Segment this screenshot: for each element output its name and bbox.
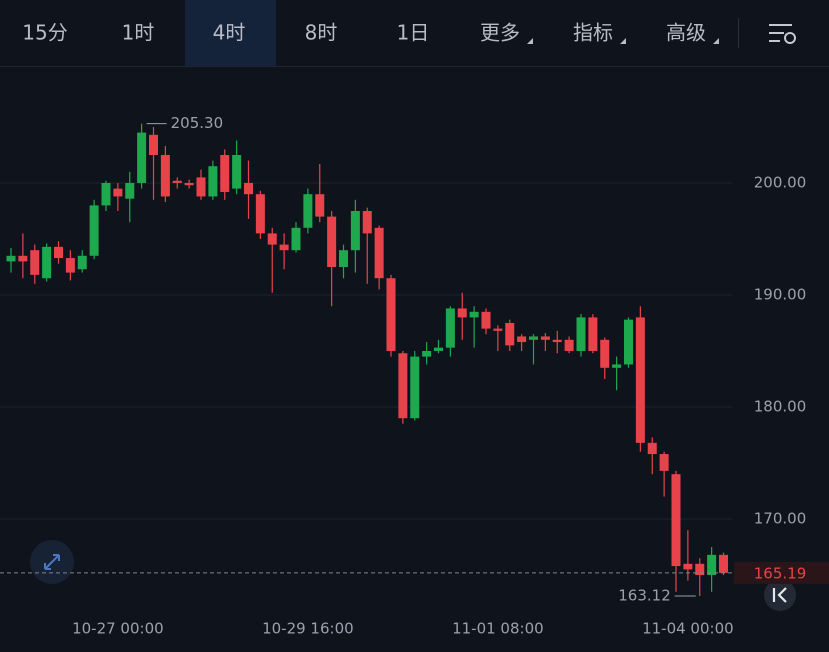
candle-body bbox=[647, 442, 657, 455]
candle-body bbox=[18, 255, 28, 262]
candle-body bbox=[244, 183, 253, 195]
candle-body bbox=[695, 563, 705, 575]
candle-body bbox=[422, 351, 432, 357]
candle-body bbox=[505, 323, 515, 346]
candle-body bbox=[374, 227, 384, 279]
y-tick-label: 170.00 bbox=[754, 510, 807, 528]
candle-body bbox=[30, 250, 40, 275]
candle-body bbox=[493, 328, 503, 331]
dropdown-caret bbox=[527, 38, 533, 44]
candle-body bbox=[184, 183, 194, 186]
candle-body bbox=[65, 258, 75, 273]
candle-body bbox=[208, 166, 218, 197]
x-tick-label: 11-01 08:00 bbox=[452, 620, 544, 638]
candle-body bbox=[172, 180, 182, 183]
candle-body bbox=[196, 177, 206, 197]
x-tick-label: 10-27 00:00 bbox=[72, 620, 164, 638]
candle-body bbox=[635, 317, 645, 443]
candle-body bbox=[160, 155, 170, 197]
toolbar-tab[interactable]: 1日 bbox=[397, 21, 430, 45]
candle-body bbox=[600, 339, 610, 368]
active-tab-bg bbox=[185, 0, 276, 66]
candle-body bbox=[327, 216, 337, 267]
candle-body bbox=[350, 211, 360, 251]
max-label: 205.30 bbox=[171, 114, 224, 132]
last-price-label: 165.19 bbox=[754, 564, 807, 582]
candle-body bbox=[149, 134, 158, 155]
candle-body bbox=[445, 308, 455, 348]
candle-body bbox=[267, 233, 277, 245]
toolbar-tab[interactable]: 15分 bbox=[22, 21, 67, 45]
candle-body bbox=[683, 563, 693, 570]
candle-body bbox=[279, 244, 289, 251]
toolbar-tab[interactable]: 高级 bbox=[666, 21, 706, 45]
candle-body bbox=[362, 211, 372, 234]
candle-body bbox=[137, 132, 147, 183]
candle-body bbox=[719, 554, 728, 573]
candle-body bbox=[113, 188, 123, 197]
candle-body bbox=[125, 183, 135, 199]
candle-body bbox=[434, 347, 443, 351]
candle-body bbox=[220, 155, 230, 192]
candle-body bbox=[410, 356, 420, 419]
candle-body bbox=[469, 311, 479, 318]
candle-body bbox=[564, 339, 574, 351]
toolbar-tab[interactable]: 指标 bbox=[573, 21, 613, 45]
candle-body bbox=[398, 353, 408, 419]
candle-body bbox=[6, 255, 16, 262]
candle-body bbox=[232, 155, 242, 189]
candle-body bbox=[552, 339, 562, 343]
dropdown-caret bbox=[620, 38, 626, 44]
x-tick-label: 10-29 16:00 bbox=[262, 620, 354, 638]
candle-body bbox=[386, 278, 396, 351]
candle-body bbox=[576, 317, 586, 351]
candle-body bbox=[89, 205, 99, 256]
toolbar-tab[interactable]: 4时 bbox=[213, 21, 246, 45]
candle-body bbox=[303, 194, 313, 228]
scroll-latest-button[interactable] bbox=[764, 579, 796, 611]
candle-body bbox=[54, 246, 63, 259]
y-tick-label: 190.00 bbox=[754, 286, 807, 304]
candle-body bbox=[315, 194, 325, 217]
candle-body bbox=[101, 183, 111, 206]
candle-body bbox=[42, 246, 52, 279]
candle-body bbox=[517, 336, 527, 343]
candle-body bbox=[659, 454, 669, 471]
candle-body bbox=[540, 336, 550, 340]
min-label: 163.12 bbox=[618, 587, 671, 605]
candle-body bbox=[457, 308, 467, 318]
x-tick-label: 11-04 00:00 bbox=[642, 620, 734, 638]
candle-body bbox=[529, 336, 538, 340]
candle-body bbox=[339, 250, 348, 267]
candle-body bbox=[77, 255, 87, 270]
toolbar-tab[interactable]: 1时 bbox=[122, 21, 155, 45]
dropdown-caret bbox=[713, 38, 719, 44]
candle-body bbox=[671, 474, 681, 567]
candle-body bbox=[481, 311, 491, 329]
candle-body bbox=[588, 317, 598, 351]
expand-button[interactable] bbox=[30, 540, 74, 584]
toolbar-tab[interactable]: 更多 bbox=[480, 21, 520, 45]
candle-body bbox=[291, 227, 301, 251]
settings-icon[interactable] bbox=[769, 24, 796, 44]
candle-body bbox=[707, 554, 717, 575]
y-tick-label: 180.00 bbox=[754, 398, 807, 416]
toolbar-tab[interactable]: 8时 bbox=[305, 21, 338, 45]
candle-body bbox=[612, 364, 622, 368]
candle-body bbox=[624, 319, 633, 365]
candle-body bbox=[255, 194, 265, 234]
last-price-box bbox=[734, 561, 829, 584]
y-tick-label: 200.00 bbox=[754, 174, 807, 192]
